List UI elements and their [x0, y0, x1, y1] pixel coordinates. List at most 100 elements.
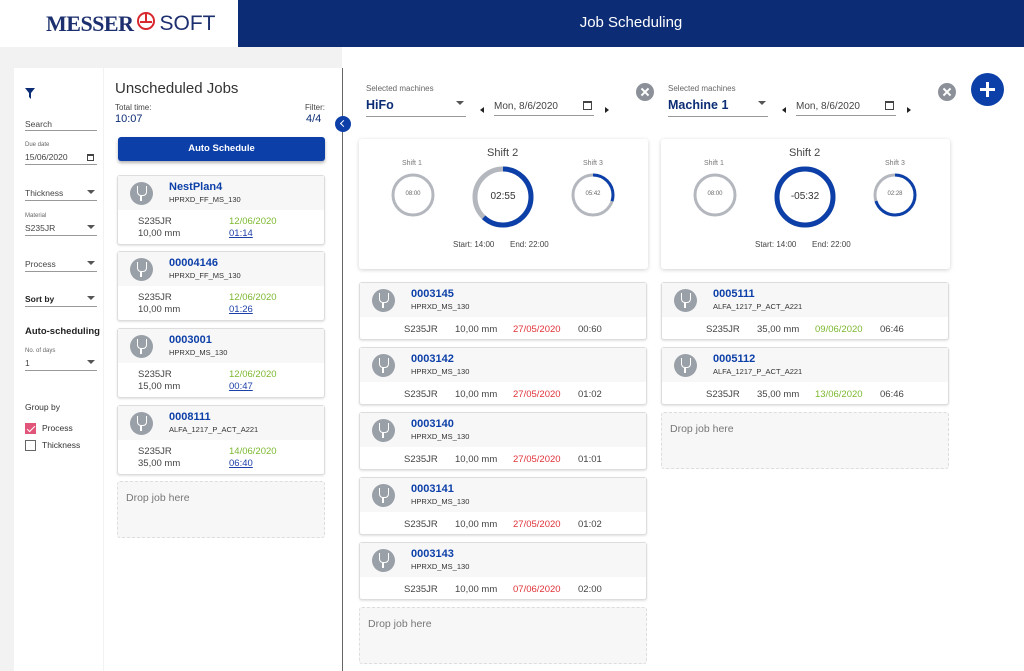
- group-by-process-checkbox[interactable]: [25, 423, 36, 434]
- shift-1-time: 08:00: [707, 191, 723, 197]
- job-due-date: 12/06/2020: [229, 369, 277, 380]
- material-select[interactable]: S235JR: [25, 221, 97, 236]
- job-time-link[interactable]: 01:14: [229, 228, 253, 239]
- job-time-link[interactable]: 00:47: [229, 381, 253, 392]
- job-card[interactable]: 0005111 ALFA_1217_P_ACT_A221 S235JR 35,0…: [661, 282, 949, 340]
- calendar-icon[interactable]: [885, 101, 894, 110]
- shift-2-ring: [774, 166, 836, 228]
- job-material: S235JR: [404, 389, 438, 400]
- job-thickness: 10,00 mm: [455, 519, 498, 530]
- job-due-date: 27/05/2020: [513, 324, 561, 335]
- job-thickness: 35,00 mm: [138, 458, 181, 469]
- group-by-thickness-label: Thickness: [42, 440, 81, 450]
- job-due-date: 13/06/2020: [815, 389, 863, 400]
- filter-icon[interactable]: [25, 86, 35, 104]
- job-due-date: 09/06/2020: [815, 324, 863, 335]
- job-thickness: 10,00 mm: [138, 228, 181, 239]
- job-card[interactable]: 0003001 HPRXD_MS_130 S235JR 12/06/2020 1…: [117, 328, 325, 398]
- job-card[interactable]: 0003143 HPRXD_MS_130 S235JR 10,00 mm 07/…: [359, 542, 647, 600]
- job-thickness: 10,00 mm: [455, 584, 498, 595]
- job-time-link[interactable]: 01:26: [229, 304, 253, 315]
- job-material: S235JR: [404, 324, 438, 335]
- close-machine-button[interactable]: [636, 83, 654, 101]
- no-of-days-select[interactable]: 1: [25, 356, 97, 371]
- date-field[interactable]: Mon, 8/6/2020: [494, 99, 594, 116]
- sort-by-select[interactable]: Sort by: [25, 292, 97, 307]
- job-program: HPRXD_MS_130: [411, 432, 470, 441]
- selected-machines-label: Selected machines: [668, 84, 736, 93]
- job-card[interactable]: 0003140 HPRXD_MS_130 S235JR 10,00 mm 27/…: [359, 412, 647, 470]
- torch-icon: [130, 182, 153, 205]
- panel-divider: [342, 68, 343, 671]
- machine-select[interactable]: HiFo: [366, 95, 466, 117]
- drop-zone[interactable]: Drop job here: [359, 607, 647, 664]
- shift-1-label: Shift 1: [402, 160, 422, 167]
- job-program: HPRXD_FF_MS_130: [169, 271, 241, 280]
- job-card[interactable]: 0003145 HPRXD_MS_130 S235JR 10,00 mm 27/…: [359, 282, 647, 340]
- chevron-down-icon: [758, 101, 766, 105]
- date-field[interactable]: Mon, 8/6/2020: [796, 99, 896, 116]
- torch-icon: [372, 484, 395, 507]
- prev-day-button[interactable]: [480, 107, 484, 113]
- job-program: HPRXD_MS_130: [411, 302, 470, 311]
- search-input[interactable]: Search: [25, 116, 97, 131]
- torch-icon: [372, 354, 395, 377]
- total-time-value: 10:07: [115, 113, 143, 125]
- job-card[interactable]: NestPlan4 HPRXD_FF_MS_130 S235JR 12/06/2…: [117, 175, 325, 245]
- job-program: HPRXD_MS_130: [411, 562, 470, 571]
- ring-progress: [774, 166, 836, 228]
- calendar-icon[interactable]: [583, 101, 592, 110]
- thickness-select[interactable]: Thickness: [25, 186, 97, 201]
- app-header: MESSER SOFT Job Scheduling: [0, 0, 1024, 47]
- machine-select[interactable]: Machine 1: [668, 95, 768, 117]
- calendar-icon[interactable]: [87, 154, 94, 161]
- shift-1-ring: [391, 173, 435, 217]
- shift-panel: Shift 1 Shift 2 Shift 3 08:00 -05:32 02:…: [661, 139, 950, 269]
- next-day-button[interactable]: [907, 107, 911, 113]
- group-by-thickness-checkbox[interactable]: [25, 440, 36, 451]
- job-thickness: 35,00 mm: [757, 389, 800, 400]
- prev-day-button[interactable]: [782, 107, 786, 113]
- date-value: Mon, 8/6/2020: [796, 101, 860, 112]
- job-material: S235JR: [138, 369, 172, 380]
- job-card[interactable]: 0003141 HPRXD_MS_130 S235JR 10,00 mm 27/…: [359, 477, 647, 535]
- job-card[interactable]: 0005112 ALFA_1217_P_ACT_A221 S235JR 35,0…: [661, 347, 949, 405]
- process-select[interactable]: Process: [25, 257, 97, 272]
- close-machine-button[interactable]: [938, 83, 956, 101]
- drop-zone[interactable]: Drop job here: [661, 412, 949, 469]
- torch-icon: [130, 412, 153, 435]
- job-card[interactable]: 00004146 HPRXD_FF_MS_130 S235JR 12/06/20…: [117, 251, 325, 321]
- job-card[interactable]: 0003142 HPRXD_MS_130 S235JR 10,00 mm 27/…: [359, 347, 647, 405]
- chevron-down-icon: [87, 360, 95, 364]
- job-time: 01:02: [578, 389, 602, 400]
- chevron-down-icon: [87, 190, 95, 194]
- job-time: 06:46: [880, 389, 904, 400]
- job-id: 0005111: [713, 288, 755, 300]
- drop-zone-label: Drop job here: [126, 492, 190, 504]
- shift-3-label: Shift 3: [885, 160, 905, 167]
- auto-schedule-button[interactable]: Auto Schedule: [118, 137, 325, 161]
- due-date-field[interactable]: 15/06/2020: [25, 150, 97, 165]
- drop-zone[interactable]: Drop job here: [117, 481, 325, 538]
- filter-sidebar: [14, 68, 103, 671]
- job-id: 0003143: [411, 548, 454, 560]
- job-due-date: 07/06/2020: [513, 584, 561, 595]
- messer-soft-logo: MESSER SOFT: [0, 0, 238, 47]
- shift-3-ring: [873, 173, 917, 217]
- job-thickness: 15,00 mm: [138, 381, 181, 392]
- torch-icon: [372, 549, 395, 572]
- job-due-date: 27/05/2020: [513, 519, 561, 530]
- next-day-button[interactable]: [605, 107, 609, 113]
- machine-name: HiFo: [366, 98, 394, 112]
- job-card[interactable]: 0008111 ALFA_1217_P_ACT_A221 S235JR 14/0…: [117, 405, 325, 475]
- shift-2-label: Shift 2: [789, 147, 821, 159]
- shift-3-time: 02:28: [887, 191, 903, 197]
- job-program: ALFA_1217_P_ACT_A221: [713, 367, 803, 376]
- torch-icon: [372, 419, 395, 442]
- collapse-panel-button[interactable]: [335, 116, 351, 132]
- add-machine-button[interactable]: [971, 73, 1004, 106]
- torch-icon: [674, 354, 697, 377]
- job-time: 06:46: [880, 324, 904, 335]
- job-due-date: 12/06/2020: [229, 292, 277, 303]
- job-time-link[interactable]: 06:40: [229, 458, 253, 469]
